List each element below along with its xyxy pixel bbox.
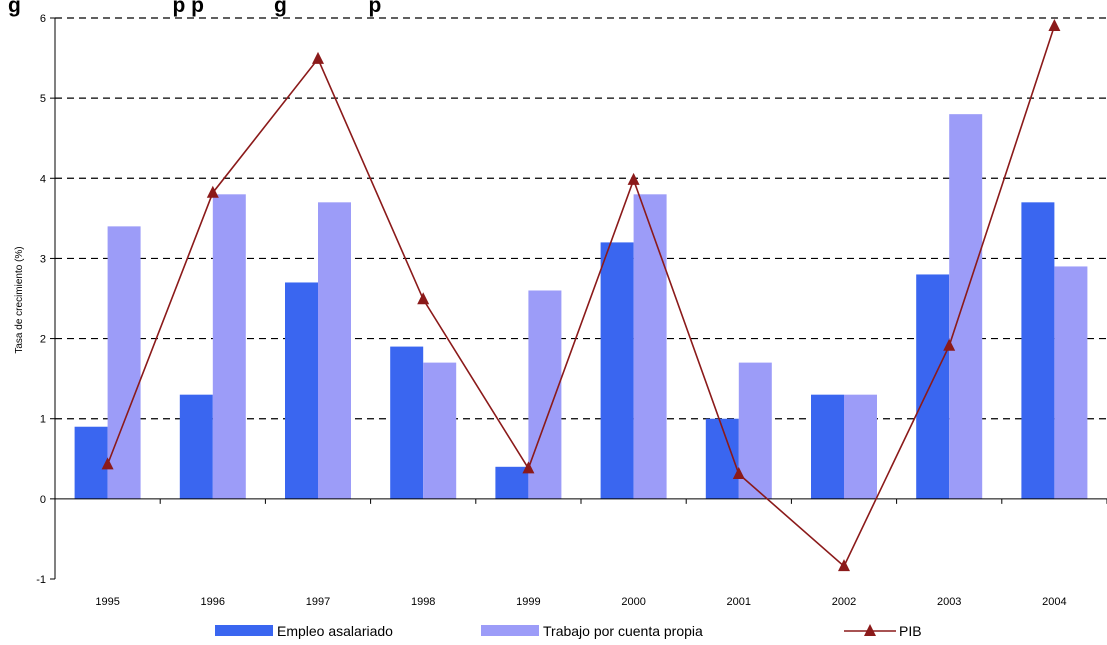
- y-tick-label: 4: [40, 173, 46, 185]
- x-tick-label: 1995: [95, 596, 119, 608]
- title-group: g p p g p: [8, 0, 381, 17]
- x-tick-label: 2002: [832, 596, 856, 608]
- legend-label-pib: PIB: [899, 623, 922, 639]
- y-tick-label: -1: [36, 574, 46, 586]
- bar-empleo-asalariado: [285, 282, 318, 499]
- y-tick-label: 5: [40, 93, 46, 105]
- pib-point-marker: [943, 338, 956, 351]
- pib-point-marker: [522, 461, 535, 474]
- pib-point-marker: [417, 292, 430, 305]
- y-tick-label: 2: [40, 334, 46, 346]
- x-tick-label: 2004: [1042, 596, 1066, 608]
- bar-trabajo-cuenta-propia: [212, 194, 246, 499]
- x-tick-label: 1996: [201, 596, 225, 608]
- bar-trabajo-cuenta-propia: [107, 226, 141, 499]
- bar-empleo-asalariado: [916, 274, 950, 499]
- legend-swatch-empleo-asalariado: [215, 625, 273, 636]
- pib-line-series: [101, 19, 1061, 572]
- pib-point-marker: [312, 51, 324, 64]
- bar-trabajo-cuenta-propia: [844, 394, 877, 499]
- bar-empleo-asalariado: [179, 394, 213, 499]
- legend-label-empleo-asalariado: Empleo asalariado: [277, 623, 393, 639]
- bar-empleo-asalariado: [390, 346, 424, 499]
- pib-line: [106, 25, 1056, 568]
- pib-point-marker: [101, 457, 114, 470]
- bar-trabajo-cuenta-propia: [949, 114, 983, 499]
- x-tick-label: 1998: [411, 596, 435, 608]
- bar-trabajo-cuenta-propia: [1054, 266, 1088, 499]
- x-tick-label: 1999: [516, 596, 540, 608]
- bar-trabajo-cuenta-propia: [423, 362, 457, 499]
- chart-title-fragment: g p p g p: [8, 0, 381, 17]
- bar-empleo-asalariado: [600, 242, 634, 499]
- pib-point-marker: [838, 559, 850, 572]
- pib-point-marker: [206, 185, 219, 198]
- y-tick-label: 6: [40, 13, 46, 25]
- pib-point-marker: [732, 467, 745, 480]
- x-tick-label: 2001: [727, 596, 751, 608]
- y-tick-label: 3: [40, 253, 46, 265]
- legend: Empleo asalariado Trabajo por cuenta prop…: [215, 623, 922, 639]
- x-tick-label: 2000: [621, 596, 645, 608]
- bar-empleo-asalariado: [811, 394, 844, 499]
- y-tick-label: 1: [40, 414, 46, 426]
- pib-point-marker: [1048, 19, 1061, 32]
- bar-empleo-asalariado: [74, 426, 108, 499]
- y-tick-label: 0: [40, 494, 46, 506]
- axes: -1 0 1 2 3 4 5 6 1995 1996 1997 1998 1999 2000 2001 200…: [36, 13, 1107, 608]
- pib-point-marker: [627, 172, 640, 185]
- bar-trabajo-cuenta-propia: [318, 202, 351, 499]
- legend-swatch-trabajo-cuenta-propia: [481, 625, 539, 636]
- bar-trabajo-cuenta-propia: [528, 290, 562, 499]
- legend-swatch-pib-marker: [864, 624, 876, 636]
- bar-empleo-asalariado: [1021, 202, 1055, 499]
- y-axis-label: Tasa de crecimiento (%): [14, 246, 25, 353]
- bar-trabajo-cuenta-propia: [633, 194, 667, 499]
- bar-empleo-asalariado: [495, 466, 529, 499]
- bars: [74, 114, 1088, 499]
- x-tick-label: 1997: [306, 596, 330, 608]
- x-tick-label: 2003: [937, 596, 961, 608]
- bar-trabajo-cuenta-propia: [738, 362, 772, 499]
- legend-label-trabajo-cuenta-propia: Trabajo por cuenta propia: [543, 623, 703, 639]
